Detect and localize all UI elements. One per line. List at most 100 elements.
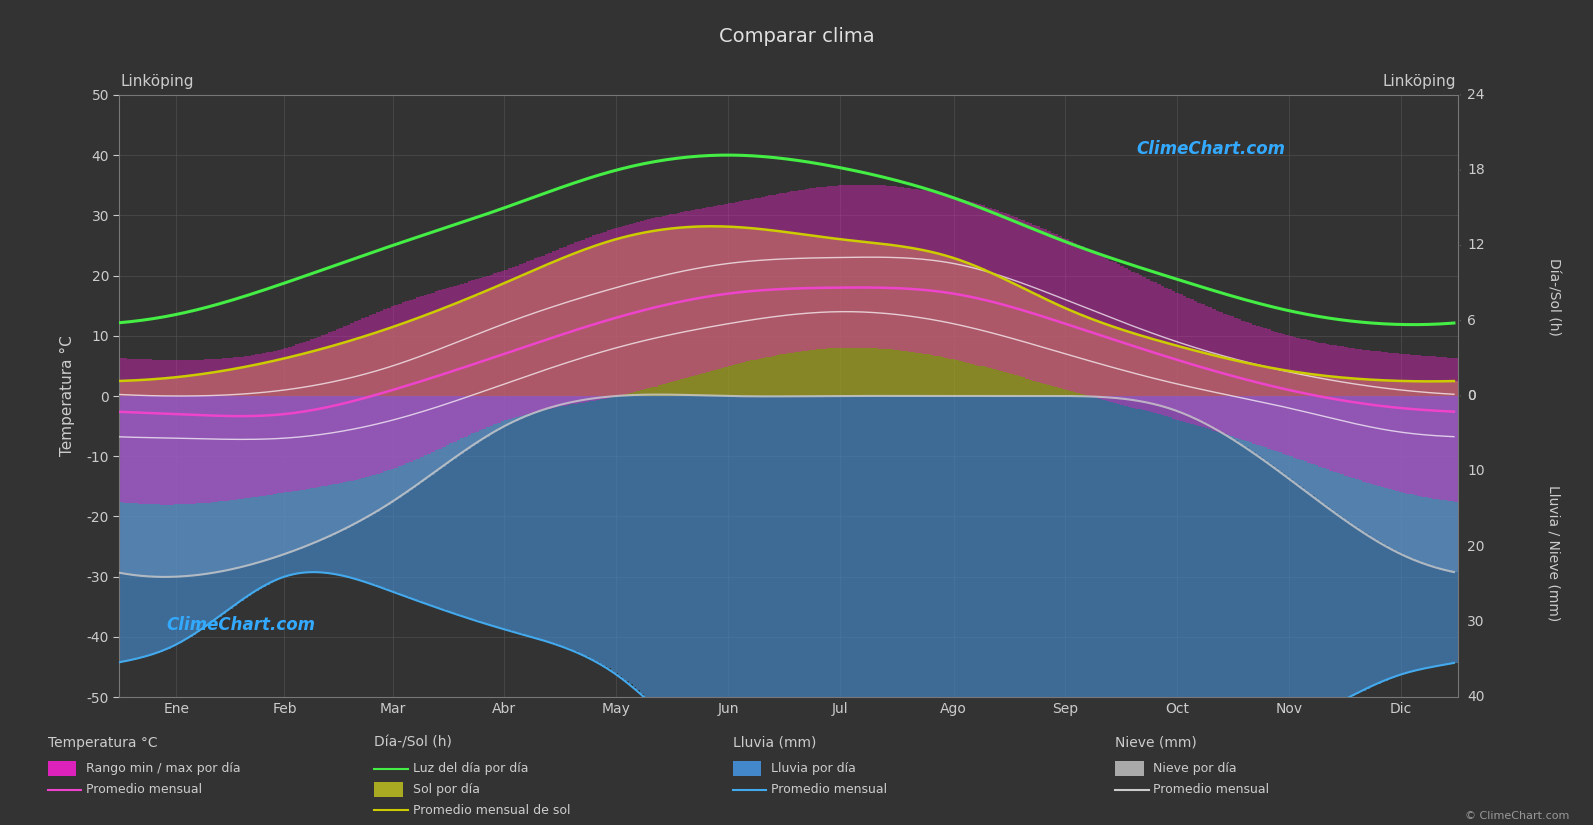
Bar — [1340, 396, 1344, 517]
Bar — [703, 396, 706, 752]
Bar — [674, 214, 677, 381]
Bar — [182, 376, 185, 396]
Bar — [285, 396, 288, 554]
Bar — [368, 335, 373, 396]
Bar — [1032, 396, 1035, 791]
Bar — [1322, 396, 1325, 711]
Bar — [911, 396, 914, 825]
Bar — [886, 244, 889, 396]
Bar — [621, 396, 626, 679]
Text: Nieve (mm): Nieve (mm) — [1115, 736, 1196, 750]
Bar — [339, 344, 342, 396]
Bar — [1356, 379, 1359, 396]
Bar — [1362, 350, 1365, 482]
Bar — [838, 239, 841, 396]
Bar — [311, 352, 314, 396]
Bar — [1432, 381, 1435, 396]
Bar — [801, 190, 804, 351]
Bar — [933, 396, 937, 825]
Bar — [739, 396, 742, 780]
Bar — [1088, 396, 1091, 755]
Bar — [175, 396, 178, 645]
Bar — [1282, 334, 1286, 454]
Bar — [1145, 279, 1150, 412]
Bar — [460, 301, 464, 396]
Text: Promedio mensual: Promedio mensual — [1153, 783, 1270, 796]
Bar — [1204, 396, 1209, 749]
Bar — [1201, 304, 1204, 427]
Bar — [553, 396, 556, 407]
Bar — [317, 396, 322, 573]
Bar — [207, 373, 212, 396]
Text: Luz del día por día: Luz del día por día — [413, 762, 529, 776]
Bar — [1171, 344, 1176, 396]
Bar — [1443, 357, 1446, 501]
Bar — [1051, 233, 1055, 386]
Bar — [1164, 396, 1168, 407]
Bar — [153, 380, 156, 396]
Bar — [1311, 396, 1314, 495]
Bar — [553, 251, 556, 408]
Bar — [562, 396, 567, 647]
Bar — [288, 357, 292, 396]
Bar — [1429, 356, 1432, 498]
Bar — [1055, 234, 1058, 387]
Bar — [894, 245, 897, 396]
Bar — [1125, 330, 1128, 396]
Bar — [1421, 356, 1424, 497]
Bar — [1421, 396, 1424, 563]
Bar — [1235, 396, 1238, 441]
Bar — [1102, 396, 1106, 397]
Bar — [1125, 396, 1128, 398]
Bar — [875, 243, 878, 396]
Bar — [1227, 396, 1230, 746]
Bar — [1190, 299, 1193, 424]
Bar — [1187, 396, 1190, 750]
Bar — [127, 396, 131, 574]
Bar — [427, 396, 432, 477]
Bar — [255, 396, 258, 563]
Bar — [390, 396, 395, 502]
Bar — [945, 396, 948, 825]
Bar — [1278, 396, 1282, 732]
Bar — [269, 396, 274, 582]
Text: Promedio mensual de sol: Promedio mensual de sol — [413, 804, 570, 817]
Bar — [841, 185, 846, 348]
Bar — [548, 252, 553, 408]
Bar — [1249, 396, 1252, 450]
Bar — [776, 396, 779, 799]
Bar — [578, 396, 581, 401]
Bar — [252, 355, 255, 497]
Bar — [629, 236, 632, 396]
Bar — [768, 196, 773, 356]
Bar — [390, 306, 395, 469]
Bar — [742, 200, 747, 362]
Bar — [241, 396, 244, 601]
Bar — [1212, 309, 1215, 431]
Bar — [1061, 238, 1066, 389]
Bar — [398, 325, 401, 396]
Bar — [553, 396, 556, 644]
Bar — [237, 369, 241, 396]
Bar — [956, 258, 959, 396]
Bar — [1058, 236, 1061, 388]
Bar — [699, 227, 703, 396]
Bar — [911, 189, 914, 352]
Bar — [988, 208, 992, 369]
Bar — [593, 396, 596, 398]
Bar — [1365, 396, 1370, 689]
Bar — [274, 396, 277, 581]
Bar — [1153, 339, 1157, 396]
Bar — [841, 239, 846, 396]
Bar — [820, 187, 824, 349]
Bar — [1212, 396, 1215, 748]
Bar — [695, 210, 699, 375]
Bar — [809, 188, 812, 350]
Bar — [720, 205, 725, 368]
Bar — [1117, 396, 1120, 398]
Bar — [1230, 317, 1235, 436]
Text: 30: 30 — [1467, 615, 1485, 629]
Bar — [1424, 396, 1429, 668]
Bar — [838, 396, 841, 824]
Bar — [204, 374, 207, 396]
